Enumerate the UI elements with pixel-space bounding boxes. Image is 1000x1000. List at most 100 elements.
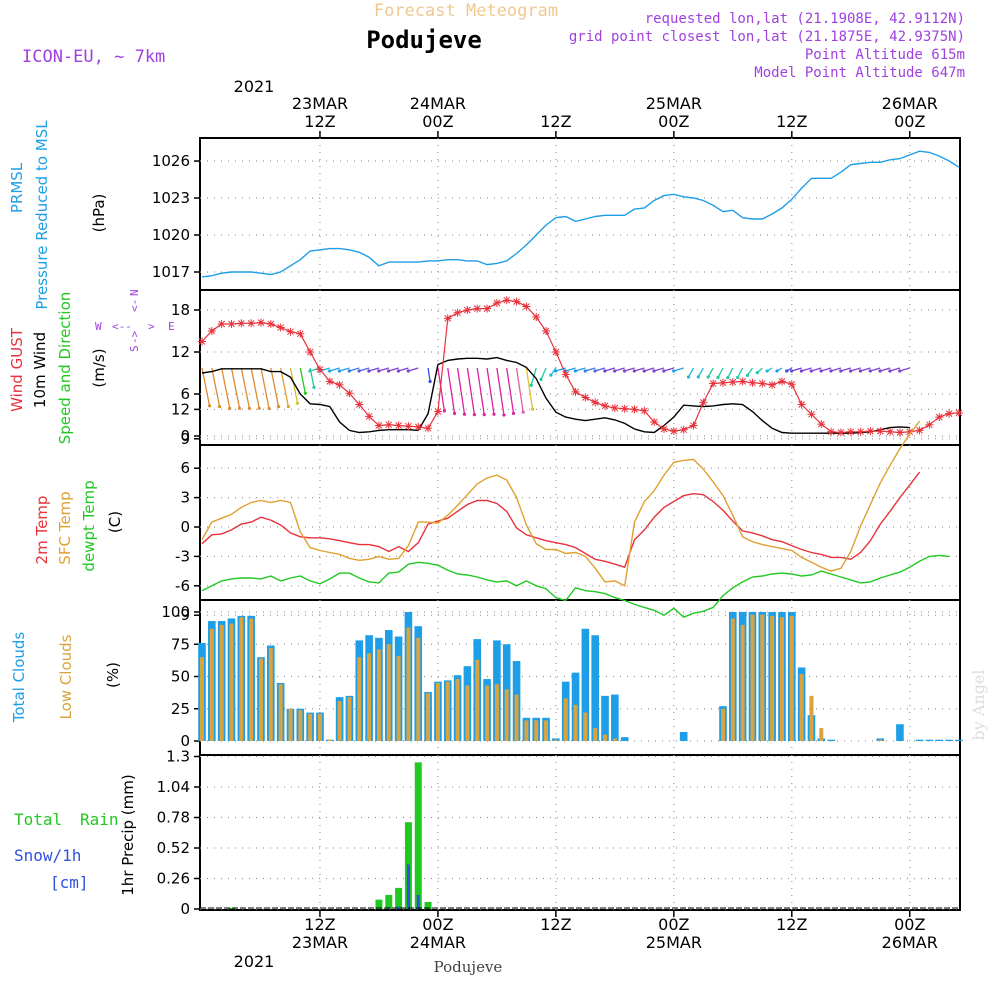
low-cloud-bar xyxy=(563,698,568,741)
y-tick-label: 1017 xyxy=(152,263,190,281)
wind-arrow-head xyxy=(755,371,759,375)
gust-marker xyxy=(699,398,708,407)
y-tick-label: 1.3 xyxy=(166,748,190,766)
y-tick-label: -3 xyxy=(175,547,190,565)
gust-marker xyxy=(650,418,659,426)
wind-arrow-head xyxy=(549,373,553,377)
wind-arrow xyxy=(260,367,270,409)
wind-arrow xyxy=(329,367,340,372)
model-name: ICON-EU, ~ 7km xyxy=(22,47,165,67)
wind-arrow xyxy=(496,367,505,416)
wind-arrow xyxy=(575,367,586,372)
low-cloud-bar xyxy=(573,704,578,741)
wind-arrow-head xyxy=(452,411,457,415)
rain-bar xyxy=(414,762,422,909)
wind-arrow-head xyxy=(442,409,446,413)
wind-arrow-head xyxy=(276,405,281,409)
total-cloud-bar xyxy=(896,724,904,741)
gust-marker xyxy=(542,327,551,335)
header: Forecast Meteogram Podujeve ICON-EU, ~ 7… xyxy=(22,1,965,81)
wind-arrow-head xyxy=(809,369,813,373)
low-clouds-label: Low Clouds xyxy=(57,634,75,719)
prmsl-line xyxy=(201,150,960,278)
wind-arrow-head xyxy=(347,369,351,373)
total-cloud-bar xyxy=(620,737,629,741)
panel-labels: PRMSL Pressure Reduced to MSL (hPa) Wind… xyxy=(8,120,175,896)
bottom-date-label: 24MAR xyxy=(410,933,466,952)
gust-marker xyxy=(836,428,845,437)
gust-marker xyxy=(414,422,423,431)
low-cloud-bar xyxy=(219,624,224,741)
pressure-unit-label: (hPa) xyxy=(90,194,108,233)
wind-arrow-head xyxy=(428,379,432,384)
wind-arrow xyxy=(270,367,280,407)
low-cloud-bar xyxy=(730,618,735,741)
y-tick-label: 100 xyxy=(161,603,190,621)
watermark: by Angel xyxy=(969,669,988,740)
bottom-hour-label: 00Z xyxy=(658,915,689,934)
gust-marker xyxy=(522,302,531,311)
wind-arrow xyxy=(717,367,724,378)
wind-arrow xyxy=(476,367,485,415)
compass-w: W xyxy=(95,320,102,333)
pressure-msl-label: Pressure Reduced to MSL xyxy=(33,120,51,310)
wind-arrow-head xyxy=(898,369,902,373)
gust-marker xyxy=(915,426,924,435)
gust-marker xyxy=(561,370,570,379)
low-cloud-bar xyxy=(544,720,549,741)
low-cloud-bar xyxy=(278,684,283,741)
low-cloud-bar xyxy=(406,627,411,741)
y-tick-label: 12 xyxy=(171,400,190,418)
gust-marker xyxy=(365,412,374,421)
wind-arrow-head xyxy=(839,369,843,373)
gust-marker xyxy=(237,319,246,328)
gust-marker xyxy=(709,379,718,388)
bottom-date-label: 23MAR xyxy=(292,933,348,952)
low-cloud-bar xyxy=(789,615,794,741)
wind-arrow xyxy=(634,367,645,372)
gust-marker xyxy=(797,400,806,409)
gust-marker xyxy=(453,308,462,317)
wind-arrow-head xyxy=(387,369,391,373)
wind-arrow-head xyxy=(716,375,720,380)
low-cloud-bar xyxy=(779,617,784,741)
low-cloud-bar xyxy=(819,728,824,741)
wind-arrow xyxy=(820,367,832,372)
wind-arrow-head xyxy=(217,405,222,409)
y-tick-label: 0.26 xyxy=(157,870,190,888)
top-hour-label: 12Z xyxy=(304,112,335,131)
compass-n: N xyxy=(128,289,141,296)
rain-bar xyxy=(395,887,403,909)
wind-arrow xyxy=(466,367,476,415)
wind-arrow-head xyxy=(593,369,597,373)
low-cloud-bar xyxy=(258,658,263,741)
gust-marker xyxy=(315,365,324,374)
wind-arrow xyxy=(707,367,714,378)
wind-arrow-head xyxy=(819,369,823,373)
gust-marker xyxy=(620,404,629,413)
panels: 1017102010231026061218-9-6-3036912025507… xyxy=(152,137,963,918)
wind-arrow-head xyxy=(583,369,587,373)
gust-marker xyxy=(394,421,403,430)
gust-marker xyxy=(384,420,393,429)
wind-arrow-head xyxy=(642,369,646,373)
y-tick-label: 3 xyxy=(180,489,190,507)
wind-arrow-head xyxy=(878,369,882,373)
low-cloud-bar xyxy=(485,685,490,741)
y-tick-label: 1020 xyxy=(152,226,190,244)
bottom-hour-label: 12Z xyxy=(304,915,335,934)
total-cloud-bar xyxy=(876,738,885,741)
gust-marker xyxy=(217,320,226,328)
wind-arrow xyxy=(349,367,360,372)
low-cloud-bar xyxy=(416,637,421,741)
wind-arrow xyxy=(456,367,466,415)
wind-arrow xyxy=(555,367,566,372)
wind-arrow-head xyxy=(696,375,700,379)
gust-marker xyxy=(886,427,895,436)
gust-marker xyxy=(276,323,285,332)
low-cloud-bar xyxy=(239,617,244,741)
gust-marker xyxy=(817,420,826,429)
gust-marker xyxy=(895,428,904,437)
low-cloud-bar xyxy=(750,614,755,741)
